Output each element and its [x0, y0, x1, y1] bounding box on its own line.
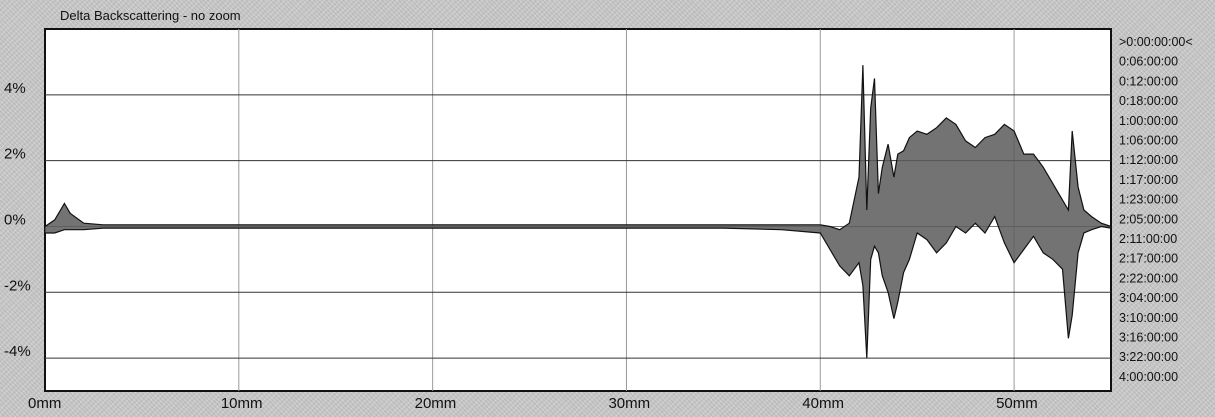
legend-item: 1:06:00:00	[1119, 134, 1178, 148]
series-line-envelope-max	[44, 65, 1112, 231]
y-tick-label: 2%	[4, 146, 26, 163]
x-tick-label: 0mm	[28, 395, 61, 412]
legend: >0:00:00:00< 0:06:00:00 0:12:00:00 0:18:00:…	[1119, 35, 1193, 384]
legend-item: 2:05:00:00	[1119, 212, 1178, 226]
legend-item: 1:17:00:00	[1119, 173, 1178, 187]
y-tick-label: 0%	[4, 211, 26, 228]
legend-item: 3:10:00:00	[1119, 311, 1178, 325]
x-axis: 0mm 10mm 20mm 30mm 40mm 50mm	[28, 395, 1038, 412]
legend-item: 2:11:00:00	[1119, 232, 1177, 246]
legend-item: 2:22:00:00	[1119, 271, 1178, 285]
legend-item: 2:17:00:00	[1119, 252, 1178, 266]
legend-item: 3:04:00:00	[1119, 291, 1178, 305]
legend-item: 4:00:00:00	[1119, 370, 1178, 384]
chart-title: Delta Backscattering - no zoom	[60, 8, 241, 23]
x-tick-label: 50mm	[996, 395, 1038, 412]
series-band	[45, 65, 1111, 359]
y-axis: 4% 2% 0% -2% -4%	[4, 80, 31, 360]
legend-item: >0:00:00:00<	[1119, 35, 1193, 49]
legend-item: 1:12:00:00	[1119, 153, 1178, 167]
x-tick-label: 20mm	[415, 395, 457, 412]
y-tick-label: -2%	[4, 277, 31, 294]
x-tick-label: 10mm	[221, 395, 263, 412]
x-tick-label: 30mm	[608, 395, 650, 412]
legend-item: 1:23:00:00	[1119, 193, 1178, 207]
legend-item: 0:12:00:00	[1119, 74, 1178, 88]
x-tick-label: 40mm	[802, 395, 844, 412]
legend-item: 0:18:00:00	[1119, 94, 1178, 108]
series-line-envelope-min	[45, 215, 1112, 359]
legend-item: 3:16:00:00	[1119, 331, 1178, 345]
legend-item: 0:06:00:00	[1119, 55, 1178, 69]
y-tick-label: -4%	[4, 343, 31, 360]
legend-item: 1:00:00:00	[1119, 114, 1178, 128]
y-tick-label: 4%	[4, 80, 26, 97]
legend-item: 3:22:00:00	[1119, 350, 1178, 364]
series-layer	[44, 65, 1112, 359]
